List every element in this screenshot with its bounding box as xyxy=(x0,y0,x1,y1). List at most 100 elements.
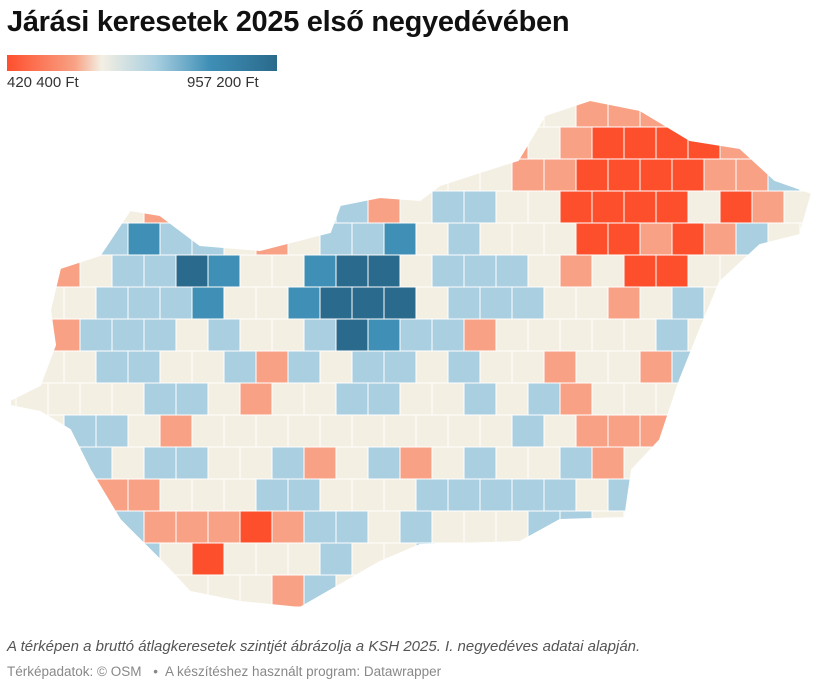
district-region[interactable] xyxy=(351,478,385,512)
district-region[interactable] xyxy=(383,95,417,128)
district-region[interactable] xyxy=(47,574,81,608)
district-region[interactable] xyxy=(223,350,257,384)
district-region[interactable] xyxy=(575,542,609,576)
district-region[interactable] xyxy=(239,382,273,416)
district-region[interactable] xyxy=(111,126,145,160)
district-region[interactable] xyxy=(127,95,161,128)
district-region[interactable] xyxy=(623,574,657,608)
district-region[interactable] xyxy=(383,222,417,256)
district-region[interactable] xyxy=(799,606,825,625)
district-region[interactable] xyxy=(175,126,209,160)
district-region[interactable] xyxy=(543,414,577,448)
district-region[interactable] xyxy=(591,574,625,608)
district-region[interactable] xyxy=(799,414,825,448)
district-region[interactable] xyxy=(671,95,705,128)
district-region[interactable] xyxy=(223,542,257,576)
district-region[interactable] xyxy=(207,446,241,480)
district-region[interactable] xyxy=(207,382,241,416)
district-region[interactable] xyxy=(239,446,273,480)
district-region[interactable] xyxy=(127,222,161,256)
district-region[interactable] xyxy=(767,478,801,512)
district-region[interactable] xyxy=(431,510,465,544)
district-region[interactable] xyxy=(287,414,321,448)
district-region[interactable] xyxy=(47,190,81,224)
district-region[interactable] xyxy=(431,574,465,608)
district-region[interactable] xyxy=(255,478,289,512)
district-region[interactable] xyxy=(639,95,673,128)
district-region[interactable] xyxy=(783,126,816,160)
district-region[interactable] xyxy=(31,542,65,576)
district-region[interactable] xyxy=(303,190,337,224)
district-region[interactable] xyxy=(719,382,753,416)
district-region[interactable] xyxy=(95,606,129,625)
district-region[interactable] xyxy=(559,382,593,416)
district-region[interactable] xyxy=(223,286,257,320)
district-region[interactable] xyxy=(191,350,225,384)
district-region[interactable] xyxy=(255,286,289,320)
district-region[interactable] xyxy=(367,318,401,352)
district-region[interactable] xyxy=(431,382,465,416)
district-region[interactable] xyxy=(655,446,689,480)
district-region[interactable] xyxy=(623,190,657,224)
district-region[interactable] xyxy=(0,414,33,448)
district-region[interactable] xyxy=(687,574,721,608)
district-region[interactable] xyxy=(639,478,673,512)
district-region[interactable] xyxy=(0,446,17,480)
district-region[interactable] xyxy=(143,254,177,288)
district-region[interactable] xyxy=(79,382,113,416)
district-region[interactable] xyxy=(0,318,17,352)
district-region[interactable] xyxy=(399,574,433,608)
district-region[interactable] xyxy=(527,254,561,288)
district-region[interactable] xyxy=(159,542,193,576)
district-region[interactable] xyxy=(127,478,161,512)
district-region[interactable] xyxy=(527,382,561,416)
district-region[interactable] xyxy=(511,414,545,448)
district-region[interactable] xyxy=(447,158,481,192)
district-region[interactable] xyxy=(639,350,673,384)
district-region[interactable] xyxy=(687,446,721,480)
district-region[interactable] xyxy=(415,414,449,448)
district-region[interactable] xyxy=(127,350,161,384)
district-region[interactable] xyxy=(415,606,449,625)
district-region[interactable] xyxy=(175,510,209,544)
district-region[interactable] xyxy=(47,382,81,416)
district-region[interactable] xyxy=(287,286,321,320)
district-region[interactable] xyxy=(495,254,529,288)
district-region[interactable] xyxy=(511,542,545,576)
district-region[interactable] xyxy=(447,286,481,320)
district-region[interactable] xyxy=(415,222,449,256)
district-region[interactable] xyxy=(159,606,193,625)
district-region[interactable] xyxy=(671,414,705,448)
district-region[interactable] xyxy=(751,382,785,416)
district-region[interactable] xyxy=(143,446,177,480)
district-region[interactable] xyxy=(639,542,673,576)
district-region[interactable] xyxy=(703,95,737,128)
district-region[interactable] xyxy=(159,286,193,320)
district-region[interactable] xyxy=(671,542,705,576)
district-region[interactable] xyxy=(607,158,641,192)
district-region[interactable] xyxy=(655,254,689,288)
district-region[interactable] xyxy=(159,414,193,448)
district-region[interactable] xyxy=(31,95,65,128)
district-region[interactable] xyxy=(623,446,657,480)
district-region[interactable] xyxy=(799,478,825,512)
district-region[interactable] xyxy=(319,222,353,256)
district-region[interactable] xyxy=(511,222,545,256)
district-region[interactable] xyxy=(31,158,65,192)
district-region[interactable] xyxy=(111,318,145,352)
district-region[interactable] xyxy=(191,606,225,625)
district-region[interactable] xyxy=(319,542,353,576)
district-region[interactable] xyxy=(0,95,33,128)
district-region[interactable] xyxy=(687,510,721,544)
district-region[interactable] xyxy=(287,95,321,128)
district-region[interactable] xyxy=(271,510,305,544)
district-region[interactable] xyxy=(527,126,561,160)
district-region[interactable] xyxy=(335,382,369,416)
district-region[interactable] xyxy=(559,510,593,544)
district-region[interactable] xyxy=(47,126,81,160)
district-region[interactable] xyxy=(463,254,497,288)
district-region[interactable] xyxy=(431,446,465,480)
district-region[interactable] xyxy=(783,510,816,544)
district-region[interactable] xyxy=(303,510,337,544)
district-region[interactable] xyxy=(63,158,97,192)
